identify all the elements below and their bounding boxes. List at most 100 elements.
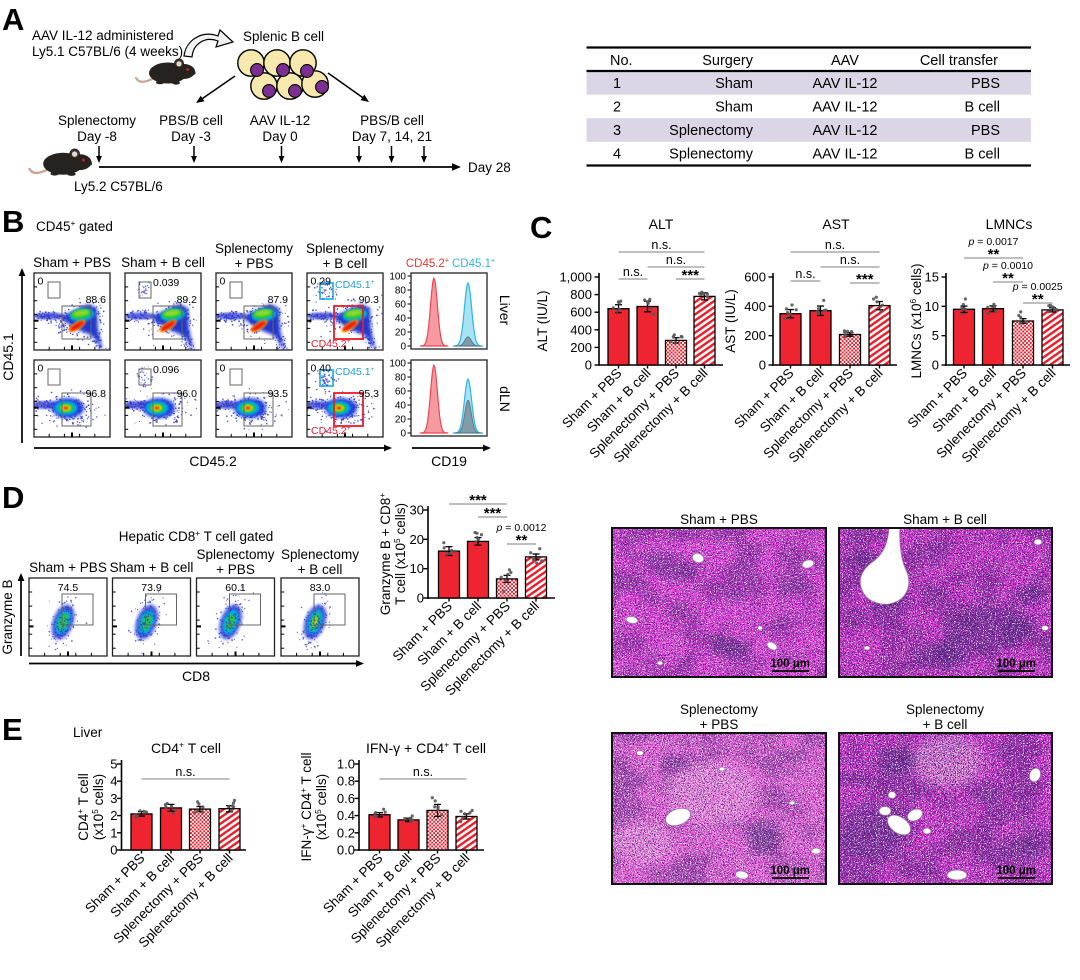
svg-text:**: ** — [988, 246, 1000, 263]
svg-text:n.s.: n.s. — [666, 253, 686, 267]
svg-text:20: 20 — [395, 328, 407, 339]
svg-text:89.2: 89.2 — [177, 294, 198, 306]
svg-text:n.s.: n.s. — [651, 238, 671, 252]
svg-text:600: 600 — [570, 305, 592, 320]
svg-text:0.8: 0.8 — [337, 774, 355, 789]
svg-text:CD45.1+: CD45.1+ — [452, 257, 495, 270]
svg-text:95.3: 95.3 — [359, 388, 380, 400]
svg-text:0.0: 0.0 — [337, 843, 355, 858]
svg-text:LMNCs: LMNCs — [986, 216, 1033, 232]
svg-text:+ PBS: + PBS — [216, 562, 255, 577]
svg-text:**: ** — [516, 532, 528, 549]
svg-text:**: ** — [1032, 291, 1044, 308]
svg-text:30: 30 — [410, 503, 424, 518]
svg-text:PBS: PBS — [971, 76, 1000, 92]
svg-text:Day 0: Day 0 — [262, 129, 297, 144]
svg-text:4: 4 — [110, 774, 117, 789]
svg-text:0.29: 0.29 — [311, 276, 332, 288]
svg-text:AST: AST — [822, 216, 850, 232]
svg-text:Liver: Liver — [497, 295, 513, 326]
svg-text:0: 0 — [932, 358, 939, 373]
svg-text:83.0: 83.0 — [310, 582, 331, 594]
svg-text:200: 200 — [570, 340, 592, 355]
svg-text:Sham + PBS: Sham + PBS — [680, 512, 758, 527]
svg-text:1: 1 — [110, 825, 117, 840]
svg-text:n.s.: n.s. — [623, 265, 643, 279]
svg-text:10: 10 — [925, 299, 939, 314]
svg-text:0: 0 — [38, 276, 44, 288]
svg-text:100 μm: 100 μm — [996, 865, 1036, 877]
svg-text:CD45.2: CD45.2 — [189, 453, 237, 469]
svg-text:60: 60 — [395, 387, 407, 398]
svg-text:CD45.2+: CD45.2+ — [311, 425, 351, 437]
svg-text:Splenectomy: Splenectomy — [669, 147, 754, 163]
svg-text:B: B — [2, 204, 24, 239]
svg-text:LMNCs (x106 cells): LMNCs (x106 cells) — [908, 264, 924, 379]
svg-text:C: C — [530, 210, 552, 245]
svg-text:+ PBS: + PBS — [235, 256, 274, 271]
svg-text:dLN: dLN — [497, 386, 513, 412]
svg-text:CD19: CD19 — [431, 453, 467, 469]
svg-text:AAV IL-12 administered: AAV IL-12 administered — [32, 28, 174, 43]
svg-text:Sham: Sham — [715, 99, 753, 115]
svg-text:0.039: 0.039 — [153, 277, 179, 289]
svg-text:5: 5 — [932, 328, 939, 343]
svg-text:+ B cell: + B cell — [298, 562, 343, 577]
svg-text:***: *** — [681, 267, 699, 284]
svg-text:Ly5.2 C57BL/6: Ly5.2 C57BL/6 — [74, 179, 163, 194]
svg-text:***: *** — [856, 271, 874, 288]
svg-text:(x105 cells): (x105 cells) — [90, 774, 106, 840]
svg-text:+ PBS: + PBS — [700, 717, 739, 732]
svg-text:D: D — [2, 480, 24, 515]
svg-text:Surgery: Surgery — [702, 53, 754, 69]
svg-text:2: 2 — [613, 99, 621, 115]
svg-text:ALT (IU/L): ALT (IU/L) — [535, 290, 550, 351]
svg-text:Granzyme B + CD8+: Granzyme B + CD8+ — [377, 493, 393, 615]
svg-text:ALT: ALT — [649, 216, 674, 232]
svg-text:0: 0 — [585, 358, 592, 373]
svg-text:B cell: B cell — [965, 99, 1000, 115]
svg-text:AAV IL-12: AAV IL-12 — [812, 123, 877, 139]
svg-text:Day 28: Day 28 — [468, 160, 511, 175]
svg-text:0.4: 0.4 — [337, 808, 355, 823]
svg-text:Sham + B cell: Sham + B cell — [110, 560, 194, 575]
svg-text:CD45+ gated: CD45+ gated — [36, 218, 113, 234]
svg-text:Splenectomy: Splenectomy — [306, 241, 384, 256]
svg-text:Cell transfer: Cell transfer — [920, 53, 998, 69]
svg-text:AAV IL-12: AAV IL-12 — [812, 99, 877, 115]
svg-text:CD45.2+: CD45.2+ — [311, 338, 351, 350]
svg-text:800: 800 — [570, 287, 592, 302]
svg-text:87.9: 87.9 — [268, 294, 289, 306]
svg-text:60.1: 60.1 — [225, 582, 246, 594]
svg-text:100: 100 — [389, 272, 406, 283]
svg-text:AAV IL-12: AAV IL-12 — [812, 76, 877, 92]
svg-text:74.5: 74.5 — [58, 582, 79, 594]
svg-text:CD45.1+: CD45.1+ — [335, 366, 375, 378]
svg-text:Day 7, 14, 21: Day 7, 14, 21 — [352, 129, 432, 144]
svg-text:1.0: 1.0 — [337, 757, 355, 772]
svg-text:0.2: 0.2 — [337, 825, 355, 840]
svg-text:0: 0 — [220, 276, 226, 288]
svg-text:80: 80 — [395, 286, 407, 297]
svg-text:Sham + B cell: Sham + B cell — [121, 255, 205, 270]
svg-text:0: 0 — [220, 363, 226, 375]
svg-text:**: ** — [1002, 270, 1014, 287]
svg-text:Splenectomy: Splenectomy — [906, 702, 984, 717]
svg-text:Sham: Sham — [715, 76, 753, 92]
svg-text:90.3: 90.3 — [359, 294, 380, 306]
svg-text:n.s.: n.s. — [825, 238, 845, 252]
svg-text:n.s.: n.s. — [840, 253, 860, 267]
svg-text:B cell: B cell — [965, 147, 1000, 163]
svg-text:Splenectomy: Splenectomy — [281, 547, 359, 562]
svg-text:T cell (x105 cells): T cell (x105 cells) — [392, 503, 408, 605]
svg-text:400: 400 — [570, 322, 592, 337]
svg-text:96.0: 96.0 — [177, 388, 198, 400]
svg-text:***: *** — [484, 505, 502, 522]
svg-text:1: 1 — [613, 76, 621, 92]
svg-text:PBS/B cell: PBS/B cell — [159, 113, 223, 128]
svg-text:A: A — [2, 2, 24, 37]
svg-text:100 μm: 100 μm — [770, 865, 810, 877]
svg-text:Splenectomy: Splenectomy — [680, 702, 758, 717]
svg-text:CD4+ T cell: CD4+ T cell — [75, 773, 91, 840]
svg-text:100 μm: 100 μm — [996, 658, 1036, 670]
